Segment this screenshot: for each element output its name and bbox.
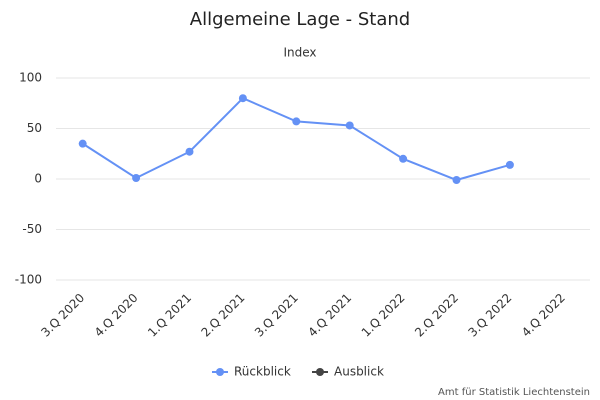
data-point [345, 121, 354, 130]
data-point [238, 94, 247, 103]
x-tick-label: 4.Q 2022 [519, 291, 568, 340]
x-tick-label: 2.Q 2021 [199, 291, 248, 340]
y-tick-label: 100 [19, 71, 42, 85]
y-tick-label: 50 [27, 121, 42, 135]
data-point [185, 147, 194, 156]
x-tick-label: 2.Q 2022 [412, 291, 461, 340]
legend-label: Ausblick [334, 365, 384, 379]
x-tick-label: 3.Q 2022 [466, 291, 515, 340]
credits: Amt für Statistik Liechtenstein [438, 387, 590, 398]
data-point [292, 117, 301, 126]
x-tick-label: 1.Q 2021 [145, 291, 194, 340]
legend-marker [316, 368, 324, 376]
data-point [132, 173, 141, 182]
y-tick-label: -100 [15, 273, 42, 287]
data-point [505, 160, 514, 169]
x-tick-label: 1.Q 2022 [359, 291, 408, 340]
x-tick-label: 3.Q 2021 [252, 291, 301, 340]
legend-label: Rückblick [234, 365, 291, 379]
data-point [78, 139, 87, 148]
chart-subtitle: Index [283, 46, 316, 60]
y-tick-label: -50 [22, 222, 42, 236]
x-tick-label: 4.Q 2021 [305, 291, 354, 340]
data-point [452, 176, 461, 185]
legend-marker [216, 368, 224, 376]
data-point [399, 154, 408, 163]
series-line [82, 97, 511, 182]
legend-item[interactable]: Rückblick [212, 365, 291, 379]
chart-title: Allgemeine Lage - Stand [190, 9, 410, 30]
x-tick-label: 4.Q 2020 [92, 291, 141, 340]
y-tick-label: 0 [34, 172, 42, 186]
legend-item[interactable]: Ausblick [312, 365, 384, 379]
x-tick-label: 3.Q 2020 [38, 291, 87, 340]
